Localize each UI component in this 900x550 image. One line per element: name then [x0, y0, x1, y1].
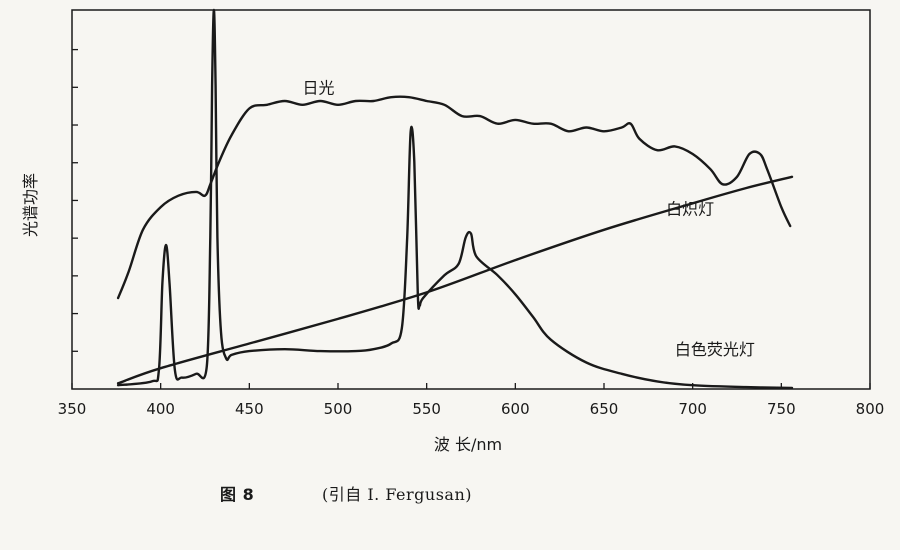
- y-axis-title: 光谱功率: [21, 173, 40, 237]
- series-line-1: [116, 95, 792, 300]
- x-tick-label: 400: [146, 400, 175, 418]
- figure-source: (引自 I. Fergusan): [322, 485, 473, 504]
- plot-frame: [71, 9, 871, 390]
- x-axis-title: 波 长/nm: [434, 435, 502, 454]
- series-line-3: [116, 8, 794, 390]
- series-label-3: 白色荧光灯: [675, 340, 755, 359]
- series-line-2: [116, 175, 794, 385]
- figure-number: 图 8: [220, 485, 255, 504]
- x-tick-label: 550: [412, 400, 441, 418]
- x-tick-label: 700: [678, 400, 707, 418]
- series-label-1: 日光: [303, 78, 335, 97]
- series-label-2: 白炽灯: [666, 200, 714, 219]
- x-tick-label: 800: [856, 400, 885, 418]
- x-tick-label: 750: [767, 400, 796, 418]
- x-tick-label: 650: [590, 400, 619, 418]
- x-tick-label: 500: [324, 400, 353, 418]
- x-tick-label: 350: [58, 400, 87, 418]
- x-tick-label: 600: [501, 400, 530, 418]
- x-tick-label: 450: [235, 400, 264, 418]
